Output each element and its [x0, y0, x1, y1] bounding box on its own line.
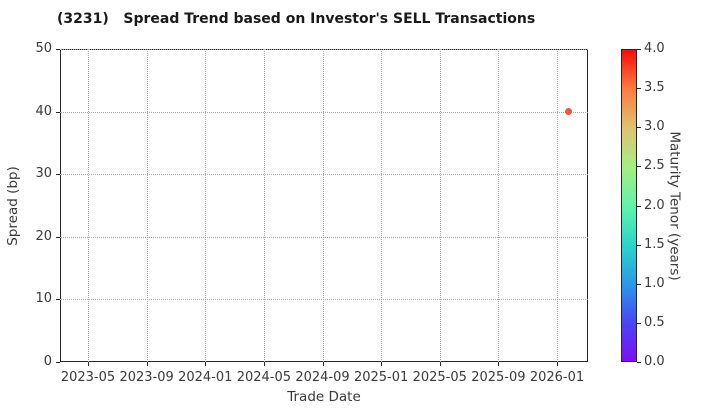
x-gridline [439, 49, 441, 362]
colorbar-tick-mark [637, 49, 641, 50]
x-gridline [381, 49, 383, 362]
x-tick-label: 2026-01 [529, 370, 585, 385]
colorbar-tick-mark [637, 362, 641, 363]
x-tick-label: 2025-09 [471, 370, 526, 385]
x-tick-mark [146, 362, 148, 366]
y-tick-mark [56, 299, 60, 301]
x-gridline [263, 49, 265, 362]
y-tick-label: 40 [35, 103, 52, 119]
y-gridline [60, 236, 588, 238]
y-tick-label: 20 [35, 228, 52, 244]
y-tick-label: 0 [43, 354, 52, 369]
colorbar-tick-mark [637, 88, 641, 90]
y-gridline [60, 299, 588, 301]
x-gridline [146, 49, 148, 362]
colorbar-tick-mark [637, 283, 641, 285]
y-tick-mark [56, 174, 60, 176]
colorbar-tick-label: 0.0 [644, 354, 665, 369]
x-tick-mark [263, 362, 265, 366]
x-axis-label: Trade Date [287, 389, 361, 405]
plot-area [60, 49, 588, 362]
x-tick-label: 2023-05 [60, 370, 116, 385]
y-axis-label-wrap: Spread (bp) [0, 49, 26, 362]
x-tick-label: 2024-01 [178, 370, 233, 385]
y-tick-mark [56, 236, 60, 238]
colorbar-tick-mark [637, 205, 641, 207]
x-gridline [557, 49, 558, 362]
x-tick-mark [439, 362, 441, 366]
x-gridline [88, 49, 89, 362]
y-gridline [60, 174, 588, 176]
x-tick-mark [88, 362, 89, 366]
x-tick-mark [322, 362, 324, 366]
y-tick-label: 10 [35, 291, 52, 307]
colorbar-tick-label: 2.5 [644, 158, 665, 174]
colorbar-tick-label: 1.5 [644, 236, 665, 252]
x-tick-label: 2023-09 [119, 370, 174, 385]
colorbar-tick-mark [637, 244, 641, 246]
y-tick-label: 50 [35, 41, 52, 56]
x-gridline [205, 49, 207, 362]
colorbar-tick-mark [637, 322, 641, 324]
y-gridline [60, 111, 588, 113]
colorbar-tick-mark [637, 166, 641, 168]
x-gridline [322, 49, 324, 362]
colorbar [621, 49, 637, 362]
colorbar-tick-label: 1.0 [644, 275, 665, 291]
x-tick-label: 2025-05 [412, 370, 467, 385]
x-tick-label: 2025-01 [353, 370, 409, 385]
colorbar-tick-mark [637, 127, 641, 129]
x-tick-mark [205, 362, 207, 366]
y-tick-mark [56, 111, 60, 113]
colorbar-tick-label: 3.5 [644, 80, 665, 96]
colorbar-tick-label: 3.0 [644, 119, 665, 135]
x-tick-mark [498, 362, 500, 366]
colorbar-tick-label: 2.0 [644, 197, 665, 213]
x-gridline [498, 49, 500, 362]
x-tick-label: 2024-05 [236, 370, 292, 385]
chart-title: (3231) Spread Trend based on Investor's … [57, 11, 536, 27]
colorbar-tick-label: 0.5 [644, 314, 665, 330]
y-gridline [60, 49, 588, 50]
x-tick-label: 2024-09 [295, 370, 350, 385]
y-tick-mark [56, 362, 60, 363]
colorbar-tick-label: 4.0 [644, 41, 665, 56]
y-tick-label: 30 [35, 166, 52, 182]
x-tick-mark [557, 362, 558, 366]
y-tick-mark [56, 49, 60, 50]
x-tick-mark [381, 362, 383, 366]
data-point [565, 108, 573, 116]
